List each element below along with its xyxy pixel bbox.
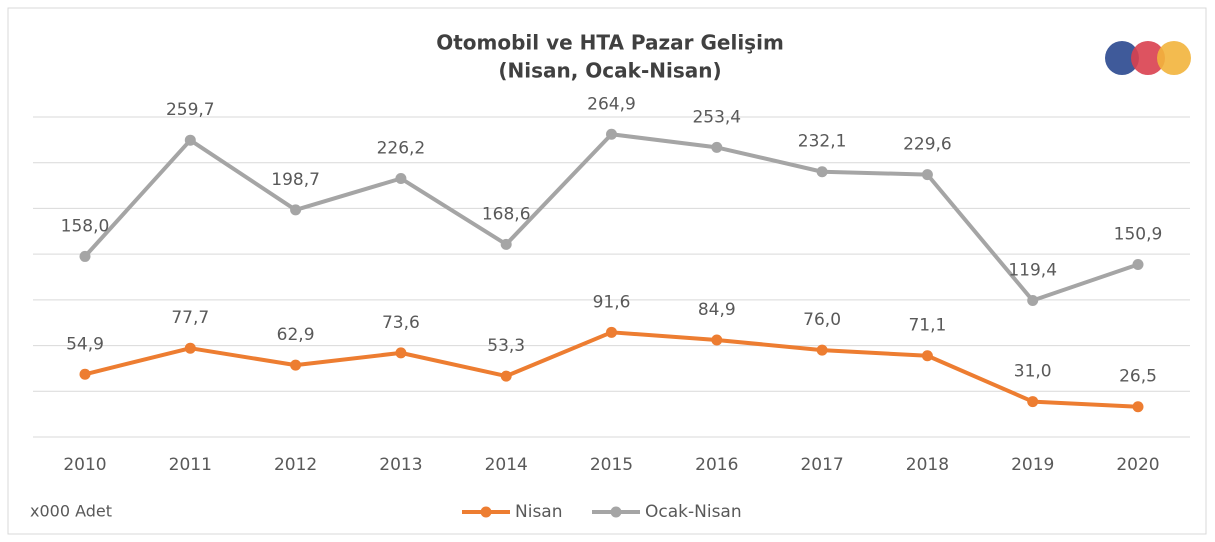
data-label: 168,6 [482, 204, 531, 224]
data-label: 264,9 [587, 94, 636, 114]
x-tick-label: 2017 [800, 455, 843, 475]
unit-annotation: x000 Adet [30, 502, 112, 521]
point [1132, 259, 1144, 271]
point [816, 344, 828, 356]
data-label: 73,6 [382, 313, 420, 333]
x-tick-label: 2014 [485, 455, 528, 475]
x-tick-label: 2013 [379, 455, 422, 475]
point [1027, 396, 1039, 408]
data-label: 198,7 [271, 170, 320, 190]
point [1027, 295, 1039, 307]
point [290, 359, 302, 371]
point [184, 342, 196, 354]
point [500, 370, 512, 382]
data-label: 158,0 [61, 216, 110, 236]
x-tick-label: 2019 [1011, 455, 1054, 475]
point [184, 134, 196, 146]
x-tick-label: 2015 [590, 455, 633, 475]
point [816, 166, 828, 178]
data-label: 119,4 [1008, 261, 1057, 281]
point [921, 350, 933, 362]
chart-title: Otomobil ve HTA Pazar Gelişim [436, 31, 784, 55]
x-tick-label: 2010 [63, 455, 106, 475]
legend-label: Ocak-Nisan [645, 502, 742, 522]
data-label: 62,9 [277, 325, 315, 345]
point [711, 334, 723, 346]
x-tick-label: 2012 [274, 455, 317, 475]
point [711, 141, 723, 153]
x-tick-label: 2016 [695, 455, 738, 475]
data-label: 91,6 [593, 292, 631, 312]
point [921, 169, 933, 181]
data-label: 54,9 [66, 334, 104, 354]
point [1132, 401, 1144, 413]
chart-subtitle: (Nisan, Ocak-Nisan) [498, 59, 721, 83]
data-label: 226,2 [377, 138, 426, 158]
data-label: 232,1 [798, 132, 847, 152]
point [290, 204, 302, 216]
legend-marker [610, 506, 622, 518]
data-label: 84,9 [698, 300, 736, 320]
point [395, 172, 407, 184]
data-label: 71,1 [908, 316, 946, 336]
legend-marker [480, 506, 492, 518]
x-tick-label: 2011 [169, 455, 212, 475]
point [500, 238, 512, 250]
data-label: 150,9 [1114, 225, 1163, 245]
x-tick-label: 2020 [1116, 455, 1159, 475]
point [79, 368, 91, 380]
data-label: 229,6 [903, 135, 952, 155]
data-label: 253,4 [692, 107, 741, 127]
logo-d2 [1157, 41, 1191, 75]
logo-d1 [1131, 41, 1165, 75]
data-label: 26,5 [1119, 367, 1157, 387]
point [606, 128, 617, 140]
data-label: 31,0 [1014, 362, 1052, 382]
logo-o [1105, 41, 1139, 75]
data-label: 259,7 [166, 100, 215, 120]
data-label: 53,3 [487, 336, 525, 356]
data-label: 77,7 [171, 308, 209, 328]
x-tick-label: 2018 [906, 455, 949, 475]
point [606, 326, 617, 338]
data-label: 76,0 [803, 310, 841, 330]
point [79, 250, 91, 262]
legend-label: Nisan [515, 502, 563, 522]
logo [1105, 41, 1191, 75]
point [395, 347, 407, 359]
